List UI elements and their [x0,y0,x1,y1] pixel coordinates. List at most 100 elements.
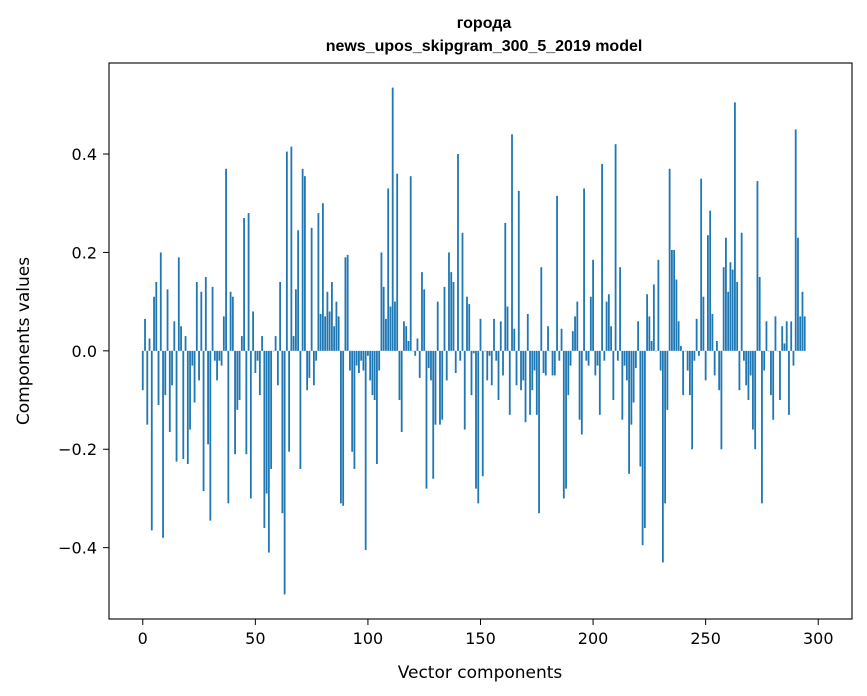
bar-component-76 [312,350,315,386]
chart-subtitle: news_upos_skipgram_300_5_2019 model [326,38,643,55]
bar-component-13 [171,350,173,386]
bar-component-173 [531,350,534,391]
bar-component-190 [569,350,572,366]
bar-component-272 [754,350,757,450]
bar-component-149 [477,350,480,504]
bar-component-180 [547,326,549,351]
bar-component-121 [414,350,417,356]
bar-component-142 [461,232,464,351]
bar-component-15 [175,350,178,462]
bar-component-185 [558,350,561,361]
bar-component-275 [761,350,763,504]
bar-component-266 [740,232,743,351]
bar-component-115 [400,350,403,433]
bar-component-150 [479,318,482,351]
y-tick-label: 0.0 [72,342,97,361]
bar-component-244 [691,350,694,450]
bar-component-107 [382,286,385,351]
chart-title: города [457,15,512,32]
bar-component-207 [607,294,610,351]
bar-component-141 [459,350,462,361]
bar-component-75 [310,227,313,351]
bar-component-294 [803,316,806,351]
bar-component-44 [240,336,243,351]
bar-component-9 [162,350,164,538]
bar-component-215 [625,350,628,381]
bar-component-291 [797,237,799,351]
bar-component-112 [394,301,396,351]
bar-component-122 [416,338,419,351]
bar-component-83 [328,311,331,351]
bar-component-249 [702,296,705,351]
bar-component-4 [150,350,153,531]
bar-component-139 [454,350,457,373]
bar-component-234 [668,168,671,351]
bar-component-199 [589,296,592,351]
bar-component-46 [245,350,248,455]
bar-component-102 [371,350,374,396]
bar-component-49 [252,311,254,351]
bar-component-212 [619,267,621,351]
bar-component-225 [648,316,651,351]
bar-component-123 [418,350,421,378]
bar-component-131 [436,301,439,351]
bar-component-67 [292,336,295,351]
bar-component-189 [567,350,570,396]
bar-component-261 [729,262,732,351]
bar-component-214 [623,350,626,366]
bar-component-283 [779,350,781,401]
bar-component-148 [475,350,477,489]
bar-component-43 [238,350,241,401]
bar-component-33 [216,350,218,381]
bar-component-231 [661,350,664,563]
bar-component-274 [758,277,761,351]
bar-component-256 [718,350,721,391]
x-tick-label: 50 [245,629,265,648]
bar-component-20 [186,350,189,465]
bar-component-254 [713,350,716,376]
bar-component-176 [538,350,540,514]
bar-component-84 [331,281,333,351]
bar-component-236 [673,249,676,351]
bar-component-7 [157,350,160,405]
bar-component-182 [551,350,554,376]
bar-component-40 [231,296,234,351]
bar-component-264 [736,281,739,351]
bar-component-31 [211,286,214,351]
bar-component-153 [486,350,489,381]
bar-component-51 [256,350,259,361]
bar-component-222 [641,350,644,546]
bar-component-265 [738,350,741,391]
bar-component-129 [432,350,435,479]
bar-component-80 [321,203,324,351]
bar-component-179 [544,350,547,376]
bar-component-206 [605,301,608,351]
bar-component-167 [517,190,520,351]
x-tick-label: 200 [578,629,609,648]
bar-component-211 [616,350,619,361]
bar-component-126 [425,350,428,489]
bar-component-156 [493,318,495,351]
bar-component-53 [261,336,263,351]
bar-component-12 [168,350,171,433]
bar-component-154 [488,350,491,356]
bar-component-101 [369,350,372,381]
bar-component-151 [481,350,484,477]
bar-component-271 [752,350,754,430]
bar-component-260 [727,291,730,351]
bar-component-127 [427,350,430,369]
bar-component-59 [274,336,277,351]
bar-component-147 [472,350,475,354]
bar-component-276 [763,350,766,371]
bar-component-45 [243,217,245,351]
bar-component-69 [297,230,300,351]
bar-component-200 [592,259,594,351]
bar-component-235 [670,249,673,351]
bar-component-188 [565,350,567,489]
bar-component-178 [542,350,545,373]
bar-component-34 [218,350,221,361]
bar-component-158 [497,350,500,401]
bar-component-157 [495,350,498,361]
bar-component-88 [340,350,342,504]
bar-component-279 [770,350,772,396]
